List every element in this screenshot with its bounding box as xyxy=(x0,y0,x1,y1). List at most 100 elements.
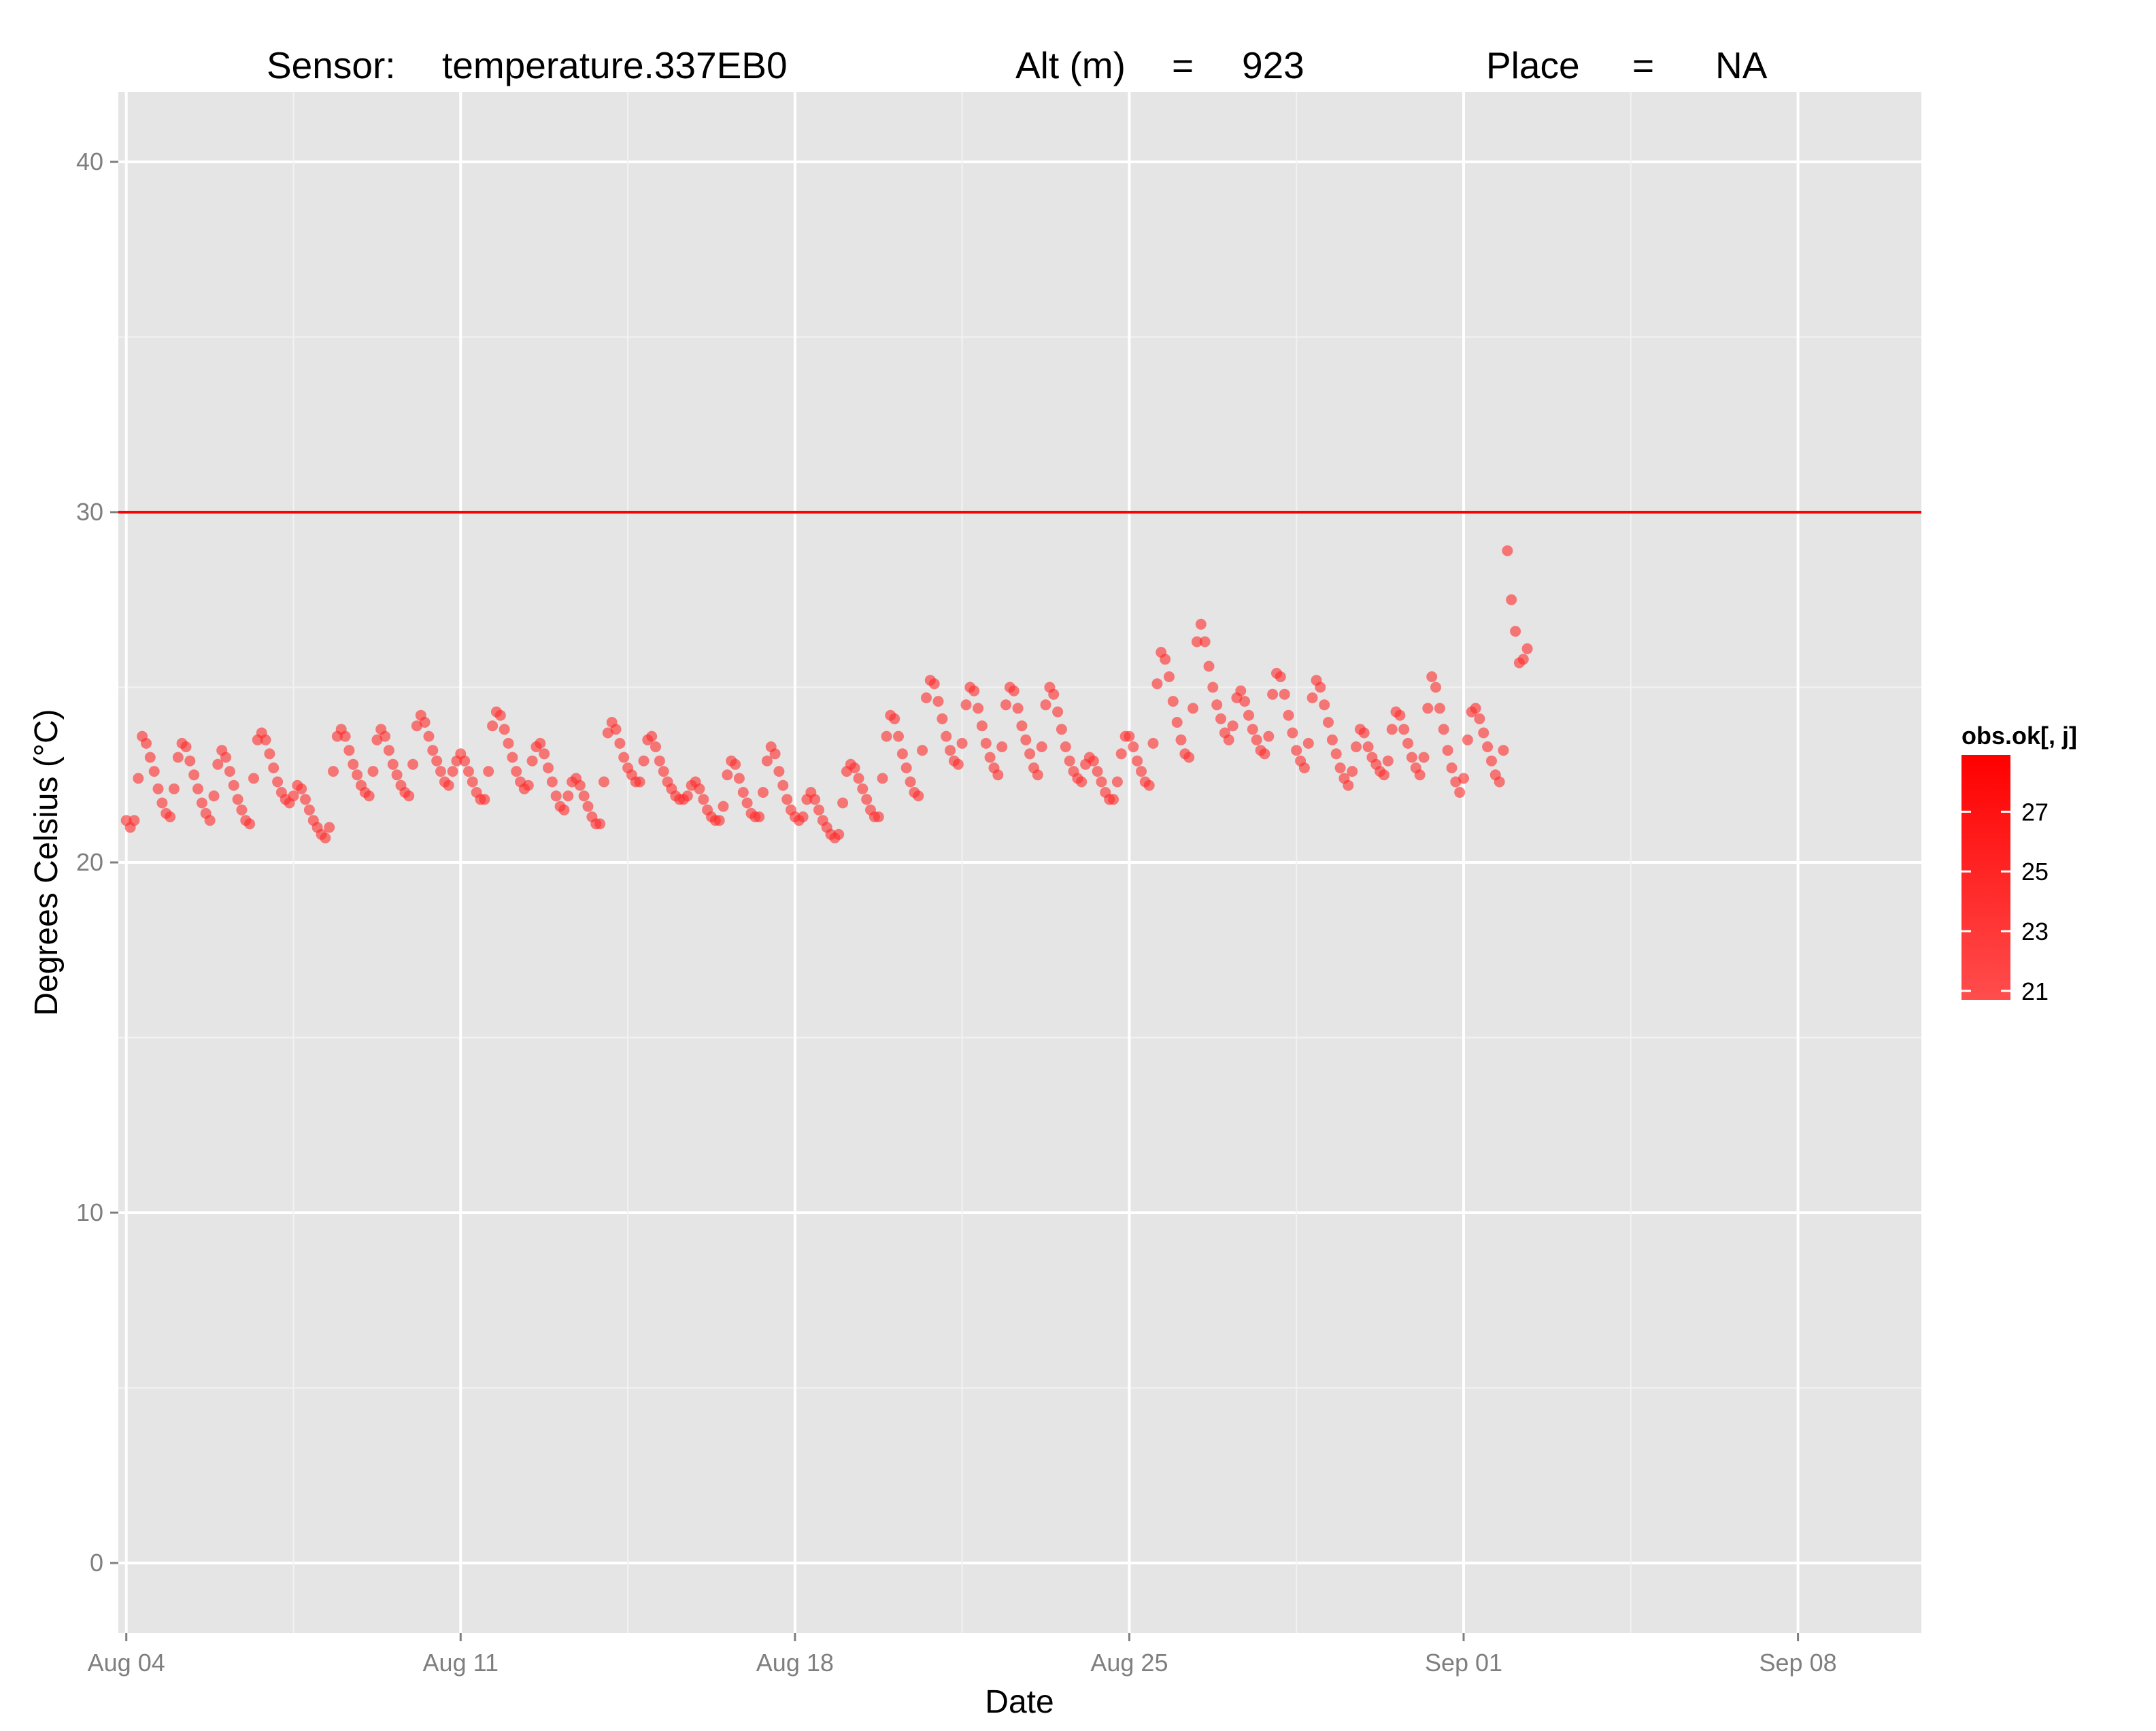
y-tick-label: 0 xyxy=(90,1549,103,1577)
data-point xyxy=(320,833,331,843)
data-point xyxy=(1108,794,1119,805)
data-point xyxy=(1111,776,1123,788)
data-point xyxy=(1379,769,1389,781)
data-point xyxy=(1398,724,1410,735)
x-axis-title: Date xyxy=(985,1684,1054,1720)
data-point xyxy=(1171,717,1183,728)
data-point xyxy=(1207,682,1219,693)
data-point xyxy=(1474,713,1485,724)
data-point xyxy=(1048,688,1060,700)
data-point xyxy=(996,741,1008,752)
data-point xyxy=(650,741,661,752)
data-point xyxy=(1334,762,1346,773)
data-point xyxy=(343,745,355,756)
data-point xyxy=(941,730,952,742)
title-sensor-value: temperature.337EB0 xyxy=(442,44,788,86)
data-point xyxy=(769,748,781,760)
data-point xyxy=(260,734,271,745)
data-point xyxy=(646,730,658,742)
data-point xyxy=(928,678,940,690)
data-point xyxy=(264,748,275,760)
data-point xyxy=(1298,762,1310,773)
data-point xyxy=(594,818,606,830)
legend-tick-label: 27 xyxy=(2021,798,2049,826)
data-point xyxy=(1510,626,1521,637)
data-point xyxy=(857,783,869,794)
x-axis: Aug 04 Aug 11 Aug 18 Aug 25 Sep 01 Sep 08 xyxy=(88,1633,1837,1677)
data-point xyxy=(1227,720,1239,732)
data-point xyxy=(634,776,645,788)
data-point xyxy=(1247,724,1258,735)
data-point xyxy=(1402,737,1414,749)
data-point xyxy=(1040,699,1051,711)
data-point xyxy=(1199,636,1211,648)
data-point xyxy=(483,766,494,777)
data-point xyxy=(431,755,443,767)
data-point xyxy=(1315,682,1326,693)
data-point xyxy=(1143,779,1155,791)
data-points xyxy=(120,545,1533,843)
data-point xyxy=(1203,660,1215,672)
data-point xyxy=(196,797,207,809)
data-point xyxy=(463,766,474,777)
data-point xyxy=(861,794,873,805)
data-point xyxy=(917,745,928,756)
legend-tick-label: 21 xyxy=(2021,977,2049,1005)
data-point xyxy=(873,811,884,822)
data-point xyxy=(1502,545,1513,556)
data-point xyxy=(423,730,435,742)
data-point xyxy=(543,762,554,773)
data-point xyxy=(232,794,243,805)
data-point xyxy=(574,779,586,791)
data-point xyxy=(419,717,431,728)
data-point xyxy=(758,787,769,798)
data-point xyxy=(992,769,1004,781)
x-tick-label: Aug 04 xyxy=(88,1649,165,1677)
data-point xyxy=(1088,755,1099,767)
data-point xyxy=(1347,766,1358,777)
data-point xyxy=(141,737,152,749)
data-point xyxy=(1498,745,1509,756)
data-point xyxy=(1259,748,1270,760)
data-point xyxy=(172,752,184,763)
data-point xyxy=(976,720,988,732)
data-point xyxy=(180,741,192,752)
data-point xyxy=(797,811,809,822)
data-point xyxy=(1319,699,1330,711)
data-point xyxy=(467,776,478,788)
data-point xyxy=(1267,688,1279,700)
data-point xyxy=(339,730,351,742)
data-point xyxy=(380,730,391,742)
data-point xyxy=(1064,755,1075,767)
data-point xyxy=(1239,696,1251,707)
data-point xyxy=(272,776,284,788)
data-point xyxy=(1223,734,1234,745)
x-tick-label: Aug 11 xyxy=(423,1649,499,1677)
data-point xyxy=(1302,737,1314,749)
data-point xyxy=(499,724,510,735)
data-point xyxy=(204,815,216,826)
data-point xyxy=(248,773,259,784)
data-point xyxy=(809,794,821,805)
data-point xyxy=(1136,766,1147,777)
data-point xyxy=(913,790,924,802)
data-point xyxy=(1092,766,1103,777)
data-point xyxy=(1291,745,1302,756)
data-point xyxy=(599,776,609,788)
data-point xyxy=(168,783,180,794)
data-point xyxy=(1478,727,1489,739)
data-point xyxy=(208,790,220,802)
data-point xyxy=(960,699,972,711)
data-point xyxy=(849,762,860,773)
x-tick-label: Aug 18 xyxy=(756,1649,834,1677)
data-point xyxy=(1358,727,1370,739)
title-place-value: NA xyxy=(1715,44,1768,86)
legend: obs.ok[, j] 27 25 23 21 xyxy=(1961,722,2077,1005)
data-point xyxy=(303,804,315,816)
data-point xyxy=(681,790,693,802)
data-point xyxy=(129,815,140,826)
data-point xyxy=(1016,720,1028,732)
data-point xyxy=(1032,769,1043,781)
data-point xyxy=(713,815,725,826)
data-point xyxy=(1517,654,1529,665)
